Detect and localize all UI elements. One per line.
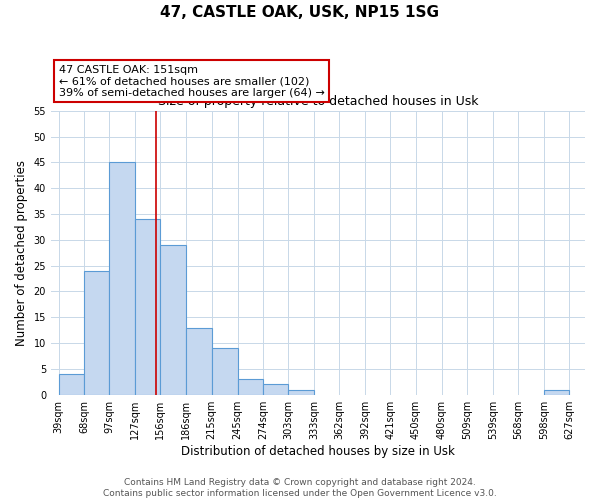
Bar bbox=[187, 328, 212, 394]
Text: Contains HM Land Registry data © Crown copyright and database right 2024.
Contai: Contains HM Land Registry data © Crown c… bbox=[103, 478, 497, 498]
Bar bbox=[212, 348, 238, 395]
Bar bbox=[84, 271, 109, 394]
X-axis label: Distribution of detached houses by size in Usk: Distribution of detached houses by size … bbox=[181, 444, 455, 458]
Text: 47, CASTLE OAK, USK, NP15 1SG: 47, CASTLE OAK, USK, NP15 1SG bbox=[161, 5, 439, 20]
Bar bbox=[288, 390, 314, 394]
Bar bbox=[160, 245, 187, 394]
Bar bbox=[544, 390, 569, 394]
Y-axis label: Number of detached properties: Number of detached properties bbox=[15, 160, 28, 346]
Bar bbox=[238, 379, 263, 394]
Title: Size of property relative to detached houses in Usk: Size of property relative to detached ho… bbox=[158, 95, 478, 108]
Bar bbox=[135, 219, 160, 394]
Bar bbox=[109, 162, 135, 394]
Bar bbox=[263, 384, 288, 394]
Bar bbox=[59, 374, 84, 394]
Text: 47 CASTLE OAK: 151sqm
← 61% of detached houses are smaller (102)
39% of semi-det: 47 CASTLE OAK: 151sqm ← 61% of detached … bbox=[59, 64, 325, 98]
